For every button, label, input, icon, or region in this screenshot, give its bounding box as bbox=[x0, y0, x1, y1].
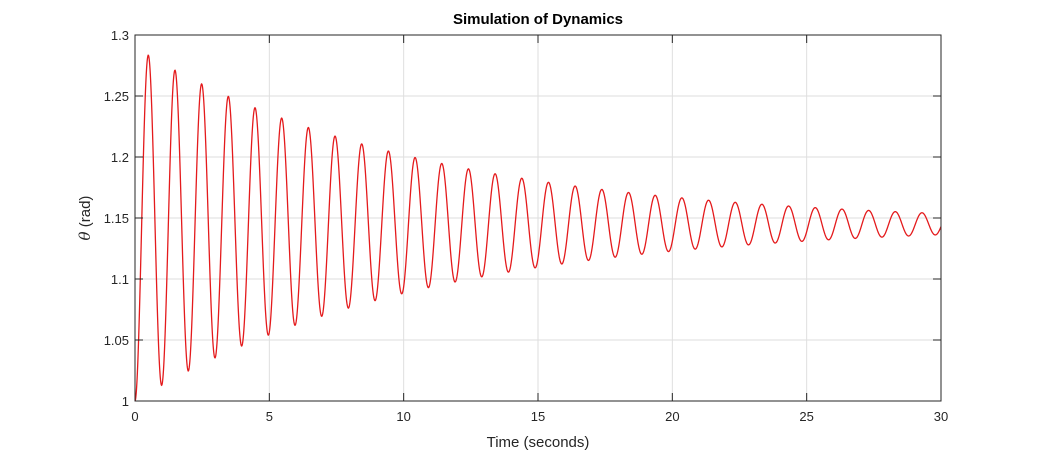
y-axis-label: θ (rad) bbox=[76, 196, 94, 241]
x-tick-label: 15 bbox=[531, 409, 545, 424]
x-tick-label: 5 bbox=[266, 409, 273, 424]
chart-title: Simulation of Dynamics bbox=[453, 11, 623, 28]
x-tick-label: 30 bbox=[934, 409, 948, 424]
ticks: 0 5 10 15 20 25 30 1 1.05 1.1 1.15 1.2 1.25 1.3 bbox=[104, 28, 949, 424]
x-tick-label: 10 bbox=[396, 409, 410, 424]
x-axis-label: Time (seconds) bbox=[487, 434, 590, 451]
y-tick-label: 1.2 bbox=[111, 150, 129, 165]
series-line bbox=[134, 54, 942, 402]
y-tick-label: 1.25 bbox=[104, 89, 129, 104]
y-tick-label: 1 bbox=[122, 394, 129, 409]
series-layer bbox=[134, 54, 942, 402]
y-tick-label: 1.05 bbox=[104, 333, 129, 348]
x-tick-label: 25 bbox=[799, 409, 813, 424]
grid bbox=[135, 35, 941, 401]
x-tick-label: 0 bbox=[131, 409, 138, 424]
y-tick-label: 1.3 bbox=[111, 28, 129, 43]
y-axis-label-symbol: θ bbox=[76, 231, 94, 240]
y-tick-label: 1.15 bbox=[104, 211, 129, 226]
y-tick-label: 1.1 bbox=[111, 272, 129, 287]
y-axis-label-unit: (rad) bbox=[77, 196, 94, 232]
x-tick-label: 20 bbox=[665, 409, 679, 424]
